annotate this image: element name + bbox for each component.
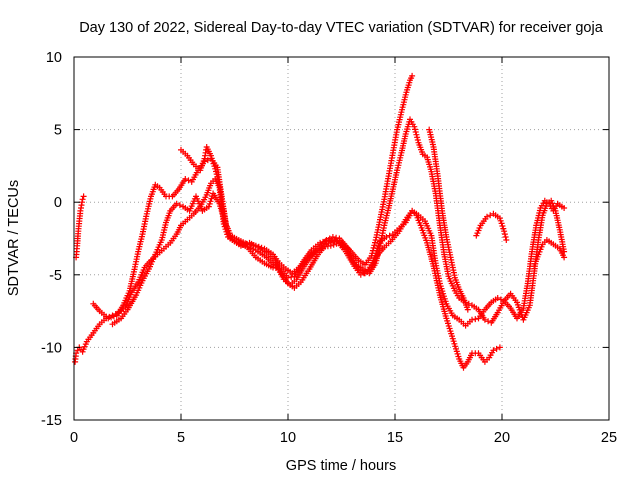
- data-point: [496, 344, 503, 351]
- data-point: [255, 243, 262, 250]
- data-point: [110, 313, 117, 320]
- y-tick-label: 0: [54, 195, 62, 211]
- grid: [74, 57, 609, 420]
- tick-labels: 0 5 10 15 20 25 -15 -10 -5 0 5 10: [41, 50, 617, 446]
- data-point: [252, 242, 259, 249]
- data-point: [205, 203, 212, 210]
- data-point: [383, 234, 390, 240]
- data-point: [484, 213, 490, 220]
- data-point: [561, 254, 568, 261]
- data-point: [493, 345, 500, 352]
- data-point: [464, 306, 471, 313]
- data-point: [329, 234, 336, 240]
- data-point: [176, 202, 183, 209]
- data-point: [501, 228, 508, 235]
- data-point: [502, 234, 509, 240]
- x-axis-label: GPS time / hours: [286, 458, 396, 474]
- data-point: [487, 212, 494, 219]
- data-point: [501, 231, 508, 238]
- data-point: [330, 241, 337, 248]
- plot-frame: [73, 56, 610, 421]
- data-point: [213, 171, 220, 178]
- data-point: [214, 173, 221, 180]
- x-tick-label: 0: [70, 430, 78, 446]
- y-tick-label: -10: [41, 340, 62, 356]
- data-point: [320, 238, 326, 245]
- data-point: [288, 274, 295, 280]
- data-point: [317, 239, 324, 246]
- data-point: [215, 179, 222, 186]
- data-point: [412, 129, 419, 135]
- chart-title: Day 130 of 2022, Sidereal Day-to-day VTE…: [79, 20, 604, 36]
- x-tick-label: 20: [494, 430, 510, 446]
- data-point: [204, 157, 211, 164]
- data-point: [561, 205, 568, 211]
- data-point: [386, 232, 393, 239]
- data-point: [494, 295, 501, 301]
- data-point: [371, 242, 378, 249]
- axis-ticks: [73, 56, 610, 421]
- data-point: [411, 123, 418, 130]
- data-point: [173, 200, 180, 207]
- y-axis-label: SDTVAR / TECUs: [6, 180, 22, 296]
- data-point: [497, 296, 504, 303]
- data-point: [490, 347, 497, 354]
- data-point: [80, 193, 87, 200]
- data-point: [108, 314, 115, 321]
- data-point: [409, 72, 416, 79]
- x-tick-label: 15: [387, 430, 403, 446]
- data-point: [414, 137, 421, 143]
- data-point: [79, 196, 86, 203]
- data-point: [472, 316, 479, 323]
- data-point: [212, 165, 219, 172]
- data-point: [414, 134, 421, 141]
- data-point: [357, 271, 364, 278]
- y-tick-label: -15: [41, 413, 62, 429]
- data-point: [333, 234, 340, 241]
- data-point: [105, 315, 112, 322]
- x-tick-label: 25: [601, 430, 617, 446]
- data-markers: [72, 72, 568, 371]
- data-point: [285, 274, 291, 281]
- data-point: [258, 244, 265, 251]
- y-tick-label: -5: [49, 268, 62, 284]
- x-tick-label: 5: [177, 430, 185, 446]
- data-point: [322, 237, 329, 244]
- x-tick-label: 10: [280, 430, 296, 446]
- y-tick-label: 5: [54, 123, 62, 139]
- data-point: [208, 155, 215, 162]
- data-point: [469, 316, 475, 323]
- data-point: [481, 316, 488, 323]
- data-point: [182, 176, 189, 182]
- data-point: [185, 177, 192, 184]
- data-point: [465, 300, 472, 307]
- y-tick-label: 10: [46, 50, 62, 66]
- data-point: [503, 237, 510, 243]
- data-point: [223, 225, 230, 231]
- data-point: [361, 270, 367, 277]
